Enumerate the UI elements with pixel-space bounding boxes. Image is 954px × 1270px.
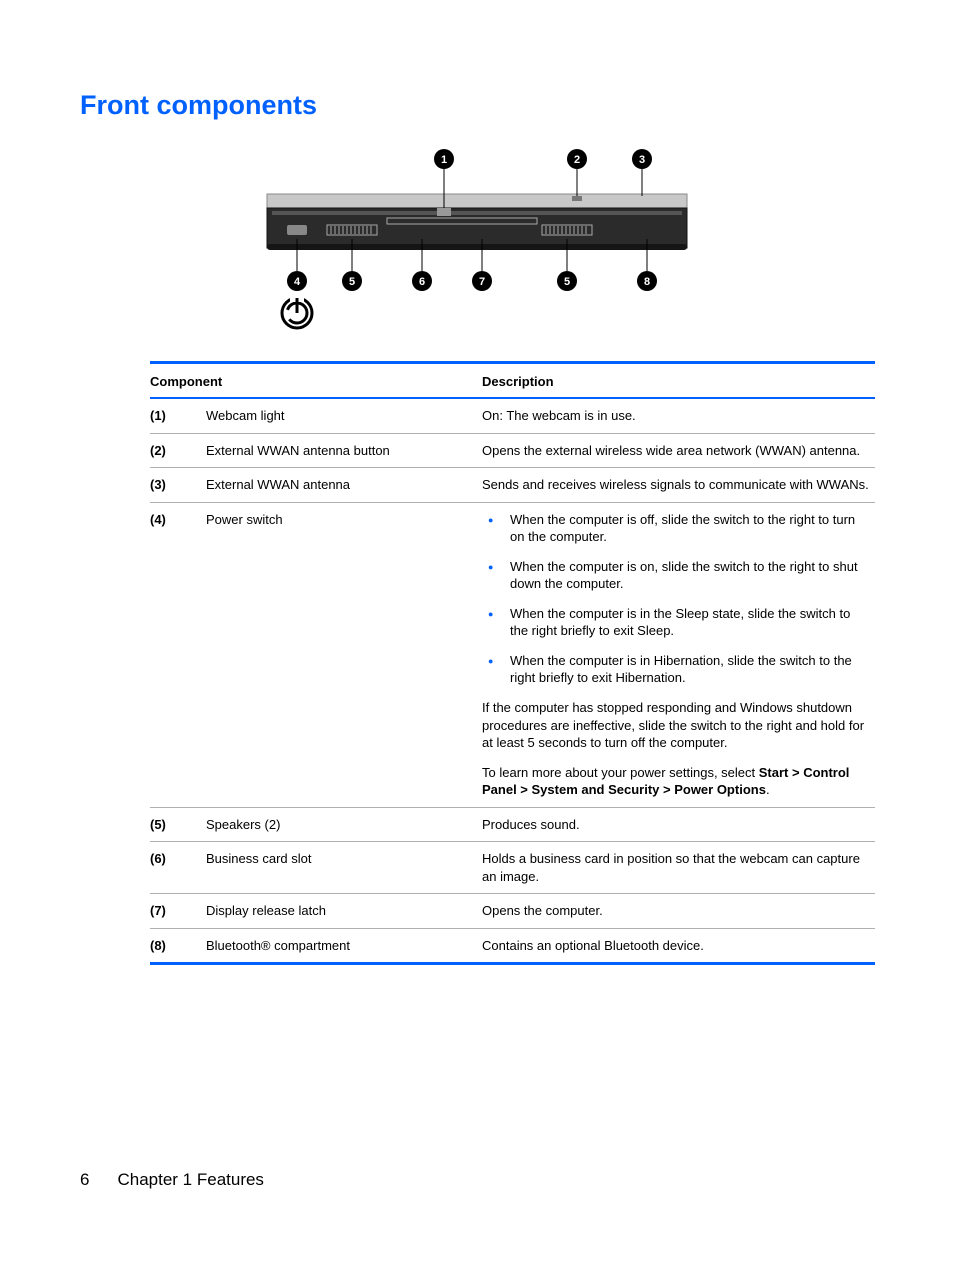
row-desc: Holds a business card in position so tha…: [482, 842, 875, 894]
row-name: Speakers (2): [206, 807, 482, 842]
components-table: Component Description (1) Webcam light O…: [150, 361, 875, 965]
callout-5a: 5: [349, 276, 355, 288]
row-name: Webcam light: [206, 398, 482, 433]
table-row: (6) Business card slot Holds a business …: [150, 842, 875, 894]
row-name: External WWAN antenna button: [206, 433, 482, 468]
row-desc: Opens the computer.: [482, 894, 875, 929]
bullet-item: When the computer is off, slide the swit…: [482, 511, 869, 546]
th-component: Component: [150, 363, 482, 399]
row-desc: On: The webcam is in use.: [482, 398, 875, 433]
table-row: (2) External WWAN antenna button Opens t…: [150, 433, 875, 468]
table-row: (1) Webcam light On: The webcam is in us…: [150, 398, 875, 433]
laptop-diagram-svg: 1 2 3 4 5 6 7 5 8: [247, 141, 707, 341]
bullet-item: When the computer is in Hibernation, sli…: [482, 652, 869, 687]
row-num: (1): [150, 398, 206, 433]
th-description: Description: [482, 363, 875, 399]
page-footer: 6 Chapter 1 Features: [80, 1170, 264, 1190]
bullet-item: When the computer is in the Sleep state,…: [482, 605, 869, 640]
power-switch-bullets: When the computer is off, slide the swit…: [482, 511, 869, 687]
chapter-label: Chapter 1 Features: [117, 1170, 263, 1189]
power-switch-para1: If the computer has stopped responding a…: [482, 699, 869, 752]
row-desc: Sends and receives wireless signals to c…: [482, 468, 875, 503]
row-num: (2): [150, 433, 206, 468]
row-num: (4): [150, 502, 206, 807]
row-desc: Opens the external wireless wide area ne…: [482, 433, 875, 468]
row-num: (6): [150, 842, 206, 894]
callout-2: 2: [574, 154, 580, 166]
table-row: (5) Speakers (2) Produces sound.: [150, 807, 875, 842]
callout-4: 4: [294, 276, 301, 288]
row-name: Display release latch: [206, 894, 482, 929]
table-row: (8) Bluetooth® compartment Contains an o…: [150, 928, 875, 964]
callout-3: 3: [639, 154, 645, 166]
callout-6: 6: [419, 276, 425, 288]
table-row: (3) External WWAN antenna Sends and rece…: [150, 468, 875, 503]
power-switch-para2: To learn more about your power settings,…: [482, 764, 869, 799]
callout-7: 7: [479, 276, 485, 288]
row-desc: Contains an optional Bluetooth device.: [482, 928, 875, 964]
row-num: (5): [150, 807, 206, 842]
page-heading: Front components: [80, 90, 874, 121]
row-name: Power switch: [206, 502, 482, 807]
page-number: 6: [80, 1170, 89, 1189]
row-name: External WWAN antenna: [206, 468, 482, 503]
row-desc: When the computer is off, slide the swit…: [482, 502, 875, 807]
table-row: (7) Display release latch Opens the comp…: [150, 894, 875, 929]
front-components-figure: 1 2 3 4 5 6 7 5 8: [80, 141, 874, 341]
learn-suffix: .: [766, 782, 770, 797]
callout-5b: 5: [564, 276, 570, 288]
callout-1: 1: [441, 154, 447, 166]
row-num: (7): [150, 894, 206, 929]
bullet-item: When the computer is on, slide the switc…: [482, 558, 869, 593]
table-row: (4) Power switch When the computer is of…: [150, 502, 875, 807]
row-desc: Produces sound.: [482, 807, 875, 842]
learn-prefix: To learn more about your power settings,…: [482, 765, 759, 780]
row-num: (3): [150, 468, 206, 503]
row-name: Bluetooth® compartment: [206, 928, 482, 964]
row-name: Business card slot: [206, 842, 482, 894]
callout-8: 8: [644, 276, 650, 288]
row-num: (8): [150, 928, 206, 964]
